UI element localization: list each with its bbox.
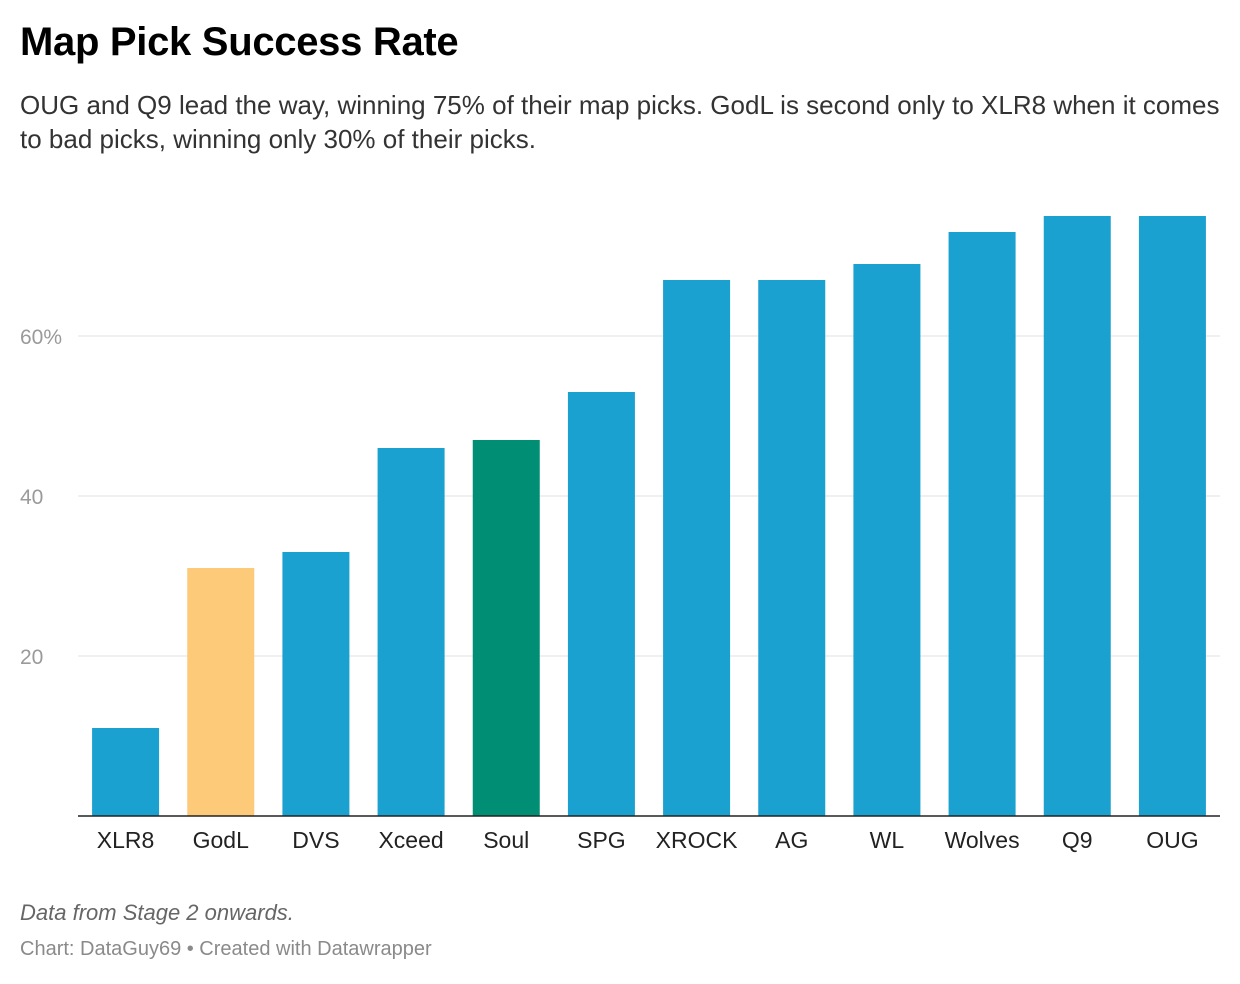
gridlines: 20 40 60% (20, 326, 1220, 669)
chart-subtitle: OUG and Q9 lead the way, winning 75% of … (20, 90, 1220, 154)
bar-spg (567, 392, 635, 816)
x-tick-label: Wolves (945, 827, 1020, 853)
bar-wolves (948, 232, 1016, 816)
bar-xlr8 (92, 728, 160, 816)
bar-ag (758, 280, 826, 816)
bar-wl (853, 264, 921, 816)
bar-q9 (1043, 216, 1111, 816)
category-labels: XLR8 GodL DVS Xceed Soul SPG XROCK AG WL Wolves Q9… (97, 827, 1199, 853)
x-tick-label: GodL (193, 827, 249, 853)
x-tick-label: XROCK (656, 827, 738, 853)
bar-xceed (377, 448, 445, 816)
y-tick-label: 40 (20, 486, 43, 509)
x-tick-label: OUG (1146, 827, 1198, 853)
x-tick-label: Soul (483, 827, 529, 853)
source-credit: Chart: DataGuy69 • Created with Datawrap… (20, 938, 432, 960)
bar-godl (187, 568, 255, 816)
x-tick-label: Q9 (1062, 827, 1093, 853)
chart-title: Map Pick Success Rate (20, 20, 459, 64)
bars (92, 216, 1206, 816)
x-tick-label: WL (870, 827, 905, 853)
bar-dvs (282, 552, 350, 816)
x-tick-label: XLR8 (97, 827, 155, 853)
bar-xrock (663, 280, 731, 816)
x-tick-label: DVS (292, 827, 339, 853)
y-tick-label: 20 (20, 646, 43, 669)
x-tick-label: SPG (577, 827, 626, 853)
bar-oug (1138, 216, 1206, 816)
bar-soul (472, 440, 540, 816)
footnote: Data from Stage 2 onwards. (20, 900, 294, 925)
x-tick-label: Xceed (378, 827, 443, 853)
y-tick-label: 60% (20, 326, 62, 349)
x-tick-label: AG (775, 827, 808, 853)
